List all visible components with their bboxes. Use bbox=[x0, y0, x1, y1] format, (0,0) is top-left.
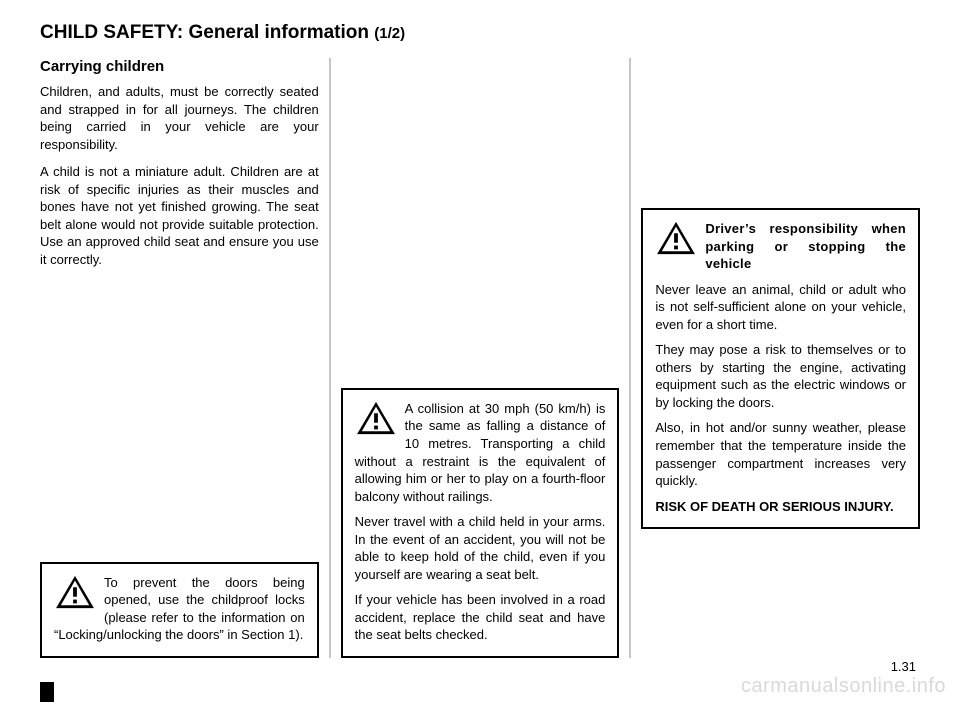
column-divider-2 bbox=[629, 58, 631, 658]
column-3: Driver’s responsibility when parking or … bbox=[641, 58, 920, 658]
warning-triangle-icon bbox=[54, 574, 96, 610]
title-main: CHILD SAFETY: General information bbox=[40, 22, 374, 43]
para-not-miniature-adult: A child is not a miniature adult. Childr… bbox=[40, 163, 319, 268]
warning-text-driver-p3: Also, in hot and/or sunny weather, pleas… bbox=[655, 419, 906, 489]
column-divider-1 bbox=[329, 58, 331, 658]
column-1: Carrying children Children, and adults, … bbox=[40, 58, 319, 658]
page-number: 1.31 bbox=[891, 659, 916, 674]
title-subpage: (1/2) bbox=[374, 25, 405, 42]
page-container: CHILD SAFETY: General information (1/2) … bbox=[40, 22, 920, 658]
warning-lead-driver: Driver’s responsibility when parking or … bbox=[705, 221, 906, 271]
subheading-carrying-children: Carrying children bbox=[40, 58, 319, 75]
para-responsibility: Children, and adults, must be correctly … bbox=[40, 83, 319, 153]
warning-triangle-icon bbox=[355, 400, 397, 436]
column-2: A collision at 30 mph (50 km/h) is the s… bbox=[341, 58, 620, 658]
watermark-text: carmanualsonline.info bbox=[741, 675, 946, 698]
warning-text-driver-p1: Never leave an animal, child or adult wh… bbox=[655, 281, 906, 334]
warning-box-childproof-locks: To prevent the doors being opened, use t… bbox=[40, 562, 319, 658]
warning-text-collision-p3: If your vehicle has been involved in a r… bbox=[355, 591, 606, 644]
warning-text-driver-p2: They may pose a risk to themselves or to… bbox=[655, 341, 906, 411]
warning-text-collision-p2: Never travel with a child held in your a… bbox=[355, 513, 606, 583]
warning-box-collision: A collision at 30 mph (50 km/h) is the s… bbox=[341, 388, 620, 658]
warning-triangle-icon bbox=[655, 220, 697, 256]
page-title: CHILD SAFETY: General information (1/2) bbox=[40, 22, 920, 44]
content-columns: Carrying children Children, and adults, … bbox=[40, 58, 920, 658]
footer-mark bbox=[40, 682, 54, 702]
warning-text-risk: RISK OF DEATH OR SERIOUS INJURY. bbox=[655, 498, 906, 516]
warning-box-driver-responsibility: Driver’s responsibility when parking or … bbox=[641, 208, 920, 529]
